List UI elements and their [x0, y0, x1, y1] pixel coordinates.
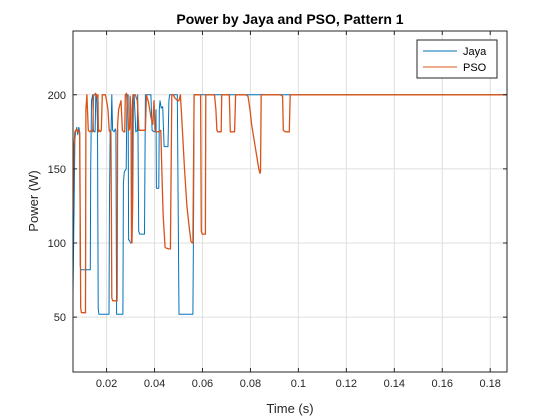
- x-tick-label: 0.08: [240, 378, 261, 390]
- legend-label-pso: PSO: [463, 62, 487, 74]
- y-tick-label: 150: [48, 164, 66, 176]
- y-axis-title: Power (W): [26, 170, 41, 231]
- gridlines: [73, 31, 507, 372]
- y-tick-label: 200: [48, 90, 66, 102]
- plot-background: [73, 31, 507, 372]
- series-group: [73, 92, 507, 315]
- x-tick-label: 0.12: [336, 378, 357, 390]
- y-tick-label: 100: [48, 238, 66, 250]
- legend-label-jaya: Jaya: [463, 46, 487, 58]
- legend: Jaya PSO: [416, 39, 498, 79]
- x-tick-label: 0.18: [480, 378, 501, 390]
- axes-box: [72, 30, 508, 373]
- chart-title: Power by Jaya and PSO, Pattern 1: [176, 11, 403, 27]
- x-tick-label: 0.02: [96, 378, 117, 390]
- y-tick-label: 50: [54, 312, 66, 324]
- x-tick-label: 0.1: [291, 378, 306, 390]
- legend-box: [416, 39, 498, 79]
- x-tick-label: 0.04: [144, 378, 165, 390]
- x-tick-label: 0.16: [432, 378, 453, 390]
- x-tick-label: 0.14: [384, 378, 405, 390]
- x-axis: 0.02 0.04 0.06 0.08 0.1 0.12 0.14 0.16 0.18: [96, 31, 501, 390]
- y-axis: 50 100 150 200: [48, 90, 507, 324]
- x-axis-title: Time (s): [266, 401, 313, 416]
- series-line-pso: [73, 92, 507, 314]
- x-tick-label: 0.06: [192, 378, 213, 390]
